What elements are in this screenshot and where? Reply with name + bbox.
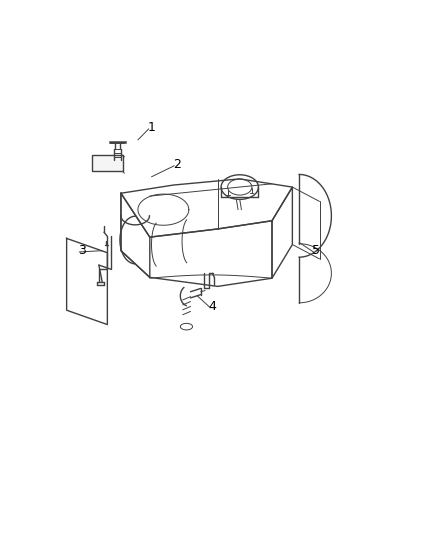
Text: 2: 2 — [173, 158, 181, 171]
Ellipse shape — [221, 175, 258, 199]
Text: 3: 3 — [78, 244, 86, 257]
Text: 4: 4 — [208, 300, 216, 312]
Ellipse shape — [113, 159, 122, 164]
FancyBboxPatch shape — [92, 155, 123, 172]
Ellipse shape — [228, 179, 252, 195]
Ellipse shape — [180, 324, 193, 330]
Text: 1: 1 — [148, 121, 155, 134]
Text: 5: 5 — [312, 244, 320, 257]
